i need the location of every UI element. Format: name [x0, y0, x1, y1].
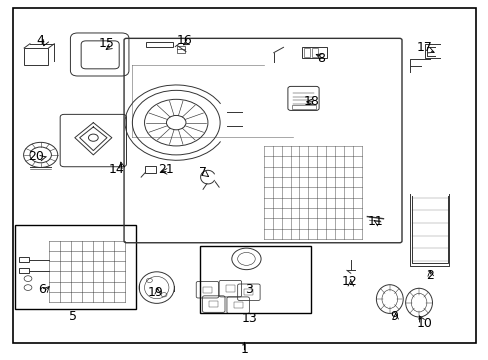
Text: 13: 13	[241, 311, 257, 325]
Bar	[203, 287, 211, 293]
Bar	[199, 246, 310, 313]
Text: 8: 8	[317, 51, 325, 64]
Text: 7: 7	[199, 166, 206, 179]
Text: 6: 6	[38, 283, 46, 296]
Bar	[146, 41, 172, 47]
Bar	[145, 166, 156, 173]
Text: 10: 10	[416, 317, 432, 330]
Text: 4: 4	[37, 33, 44, 47]
Bar	[292, 105, 315, 109]
Text: 21: 21	[157, 163, 173, 176]
Text: 2: 2	[425, 269, 433, 282]
Text: 12: 12	[341, 275, 356, 288]
Text: 18: 18	[303, 95, 319, 108]
Bar	[311, 48, 317, 57]
Bar	[302, 47, 327, 58]
Text: 5: 5	[69, 310, 77, 324]
Bar	[15, 225, 136, 309]
Bar	[209, 301, 218, 307]
Bar	[177, 46, 184, 53]
Text: 3: 3	[245, 283, 253, 296]
Bar	[244, 289, 253, 296]
Bar	[304, 48, 309, 57]
Bar	[233, 302, 242, 309]
Text: 16: 16	[177, 33, 192, 47]
Bar	[19, 268, 29, 273]
Text: 20: 20	[28, 150, 43, 163]
Text: 1: 1	[240, 343, 248, 356]
Bar	[19, 257, 29, 262]
Text: 9: 9	[390, 310, 398, 324]
Text: 11: 11	[366, 215, 382, 228]
Text: 15: 15	[99, 37, 115, 50]
Text: 14: 14	[109, 163, 124, 176]
Text: 19: 19	[147, 287, 163, 300]
Text: 17: 17	[416, 41, 432, 54]
Bar	[225, 285, 234, 292]
